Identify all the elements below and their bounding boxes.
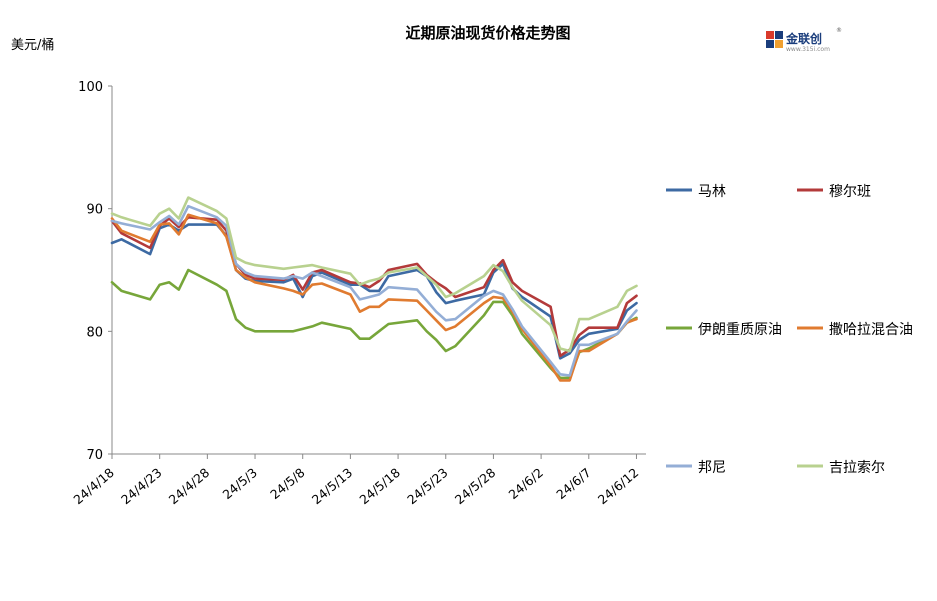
x-tick-label-24-5-18: 24/5/18 (356, 465, 403, 507)
logo-subtext: www.315i.com (786, 46, 830, 53)
series-lines (110, 196, 638, 382)
x-tick-label-24-5-8: 24/5/8 (267, 465, 307, 502)
legend-item-2: 穆尔班 (797, 184, 871, 200)
x-tick-label-24-4-18: 24/4/18 (70, 465, 117, 507)
series-line-4 (110, 213, 638, 382)
series-line-3 (110, 268, 638, 380)
y-tick-label-100: 100 (78, 80, 103, 95)
y-unit-label: 美元/桶 (11, 38, 54, 53)
x-tick-label-24-5-28: 24/5/28 (452, 465, 499, 507)
legend-label: 伊朗重质原油 (698, 322, 782, 338)
legend-item-4: 撒哈拉混合油 (797, 322, 913, 338)
x-tick-label-24-6-12: 24/6/12 (595, 465, 642, 507)
x-tick-label-24-6-7: 24/6/7 (553, 465, 593, 502)
x-ticks: 24/4/18 24/4/23 24/4/28 24/5/3 24/5/8 24/5/13… (70, 454, 641, 507)
series-line-5 (110, 204, 638, 377)
logo-text: 金联创 (785, 31, 822, 46)
y-tick-label-70: 70 (86, 448, 103, 463)
brand-logo: 金联创 www.315i.com ® (766, 27, 842, 53)
legend-item-6: 吉拉索尔 (797, 459, 885, 476)
legend-label: 马林 (698, 184, 726, 200)
legend-item-5: 邦尼 (666, 460, 726, 476)
x-tick-label-24-5-3: 24/5/3 (220, 465, 260, 502)
y-tick-label-80: 80 (86, 325, 103, 340)
legend-item-3: 伊朗重质原油 (666, 322, 782, 338)
legend-label: 吉拉索尔 (829, 459, 885, 476)
y-tick-label-90: 90 (86, 203, 103, 218)
logo-mark-icon (766, 31, 783, 48)
x-tick-label-24-4-23: 24/4/23 (118, 465, 165, 507)
legend-item-1: 马林 (666, 184, 726, 200)
legend-label: 穆尔班 (829, 184, 871, 200)
y-ticks: 70 80 90 100 (78, 80, 112, 463)
legend-label: 邦尼 (698, 460, 726, 476)
series-line-6 (110, 196, 638, 353)
logo-registered-mark: ® (836, 27, 842, 34)
x-tick-label-24-6-2: 24/6/2 (506, 465, 546, 502)
x-tick-label-24-4-28: 24/4/28 (166, 465, 213, 507)
legend-label: 撒哈拉混合油 (829, 322, 913, 338)
x-tick-label-24-5-13: 24/5/13 (309, 465, 356, 507)
x-tick-label-24-5-23: 24/5/23 (404, 465, 451, 507)
chart-title: 近期原油现货价格走势图 (405, 24, 570, 42)
